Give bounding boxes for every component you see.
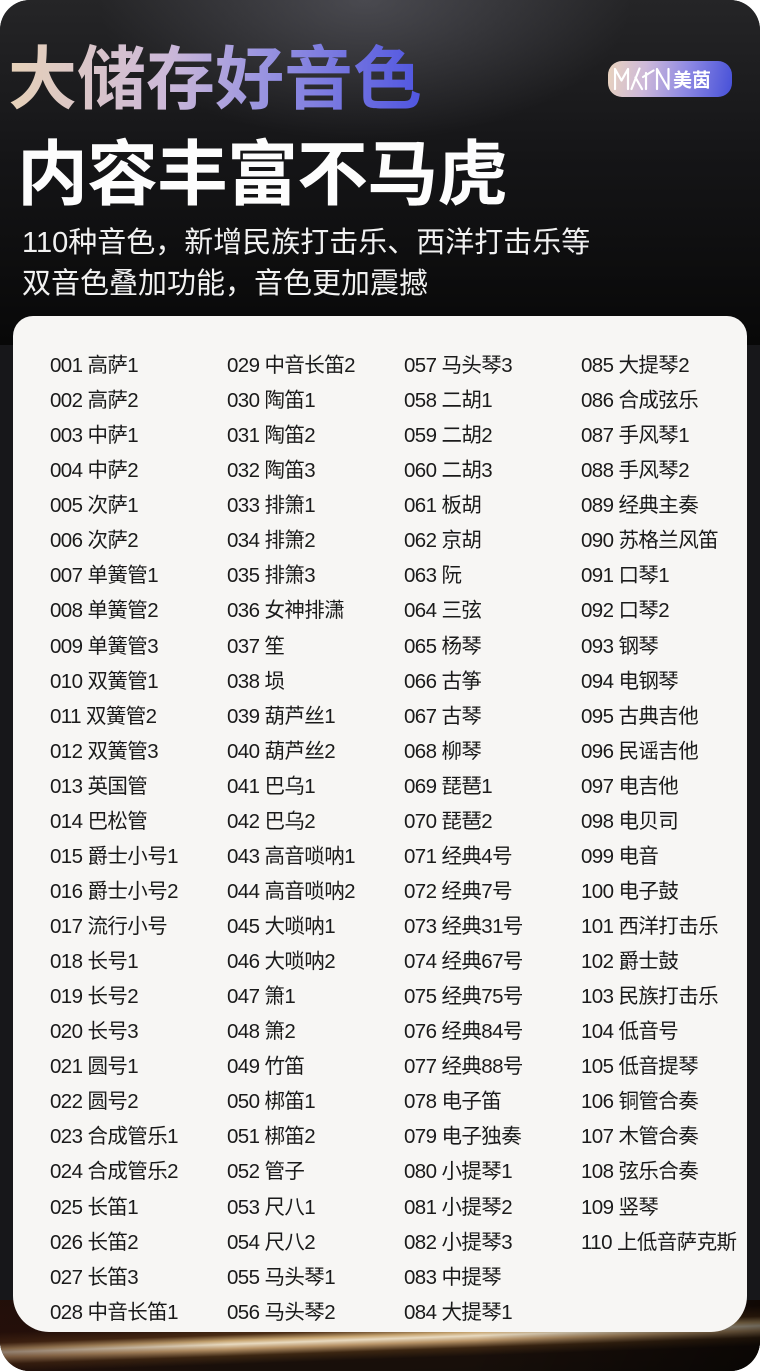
svg-text:美茵: 美茵 [673,67,711,91]
